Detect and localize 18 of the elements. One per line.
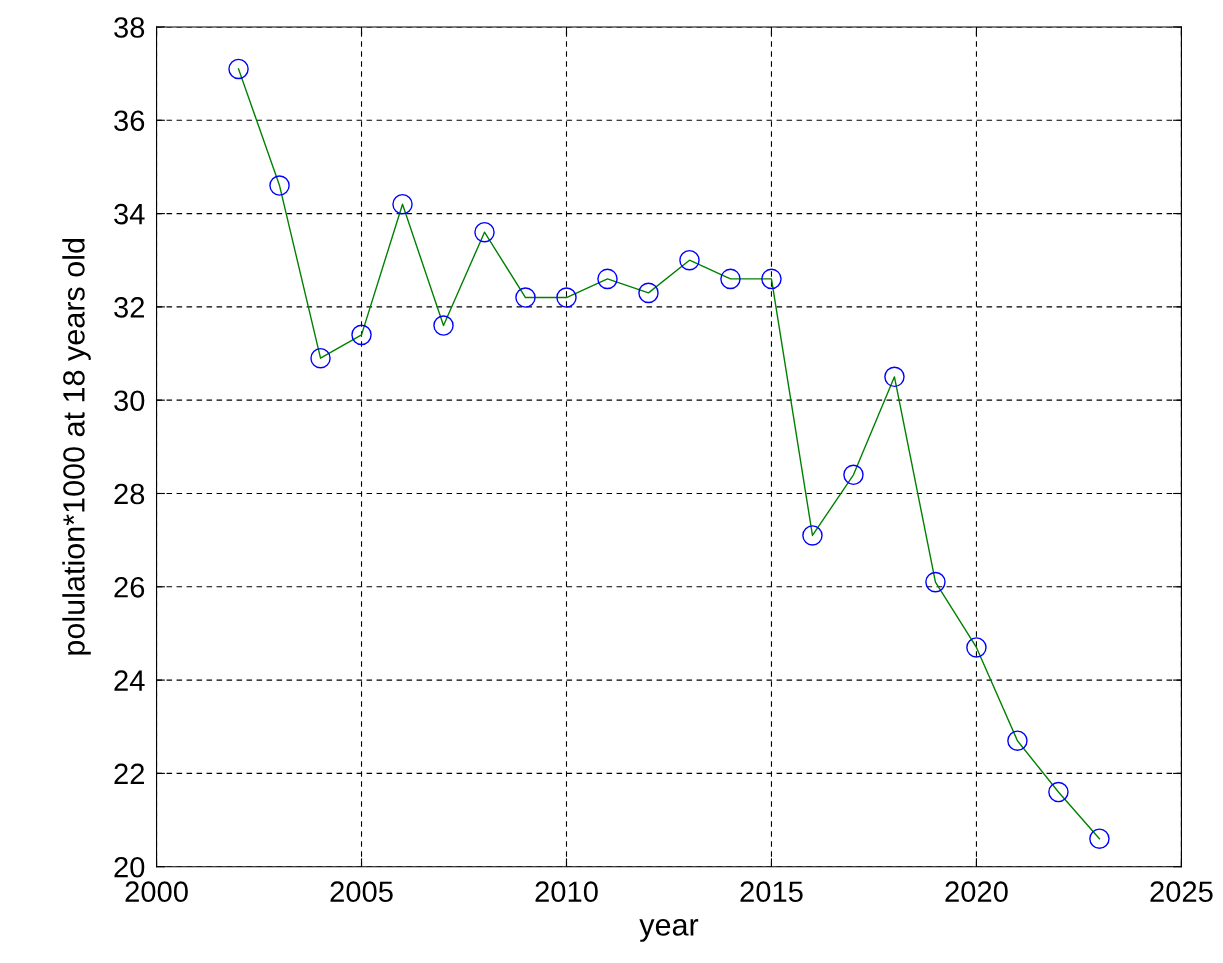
x-tick-label: 2005 xyxy=(330,881,393,903)
x-axis-title: year xyxy=(639,919,699,942)
y-tick-label: 20 xyxy=(114,856,145,878)
y-axis-title: polulation*1000 at 18 years old xyxy=(62,238,91,655)
y-tick-label: 34 xyxy=(114,203,145,225)
y-tick-label: 30 xyxy=(114,390,145,412)
x-tick-label: 2025 xyxy=(1150,881,1213,903)
y-tick-label: 22 xyxy=(114,763,144,784)
x-tick-label: 2000 xyxy=(125,881,188,903)
y-tick-label: 32 xyxy=(114,297,144,318)
x-tick-label: 2020 xyxy=(945,881,1008,903)
x-tick-label: 2015 xyxy=(740,881,803,903)
y-tick-label: 36 xyxy=(114,110,145,132)
x-tick-label: 2010 xyxy=(535,881,598,903)
y-tick-label: 28 xyxy=(114,483,145,505)
y-tick-label: 26 xyxy=(114,576,145,598)
y-tick-label: 38 xyxy=(114,17,145,38)
y-tick-label: 24 xyxy=(114,670,145,691)
